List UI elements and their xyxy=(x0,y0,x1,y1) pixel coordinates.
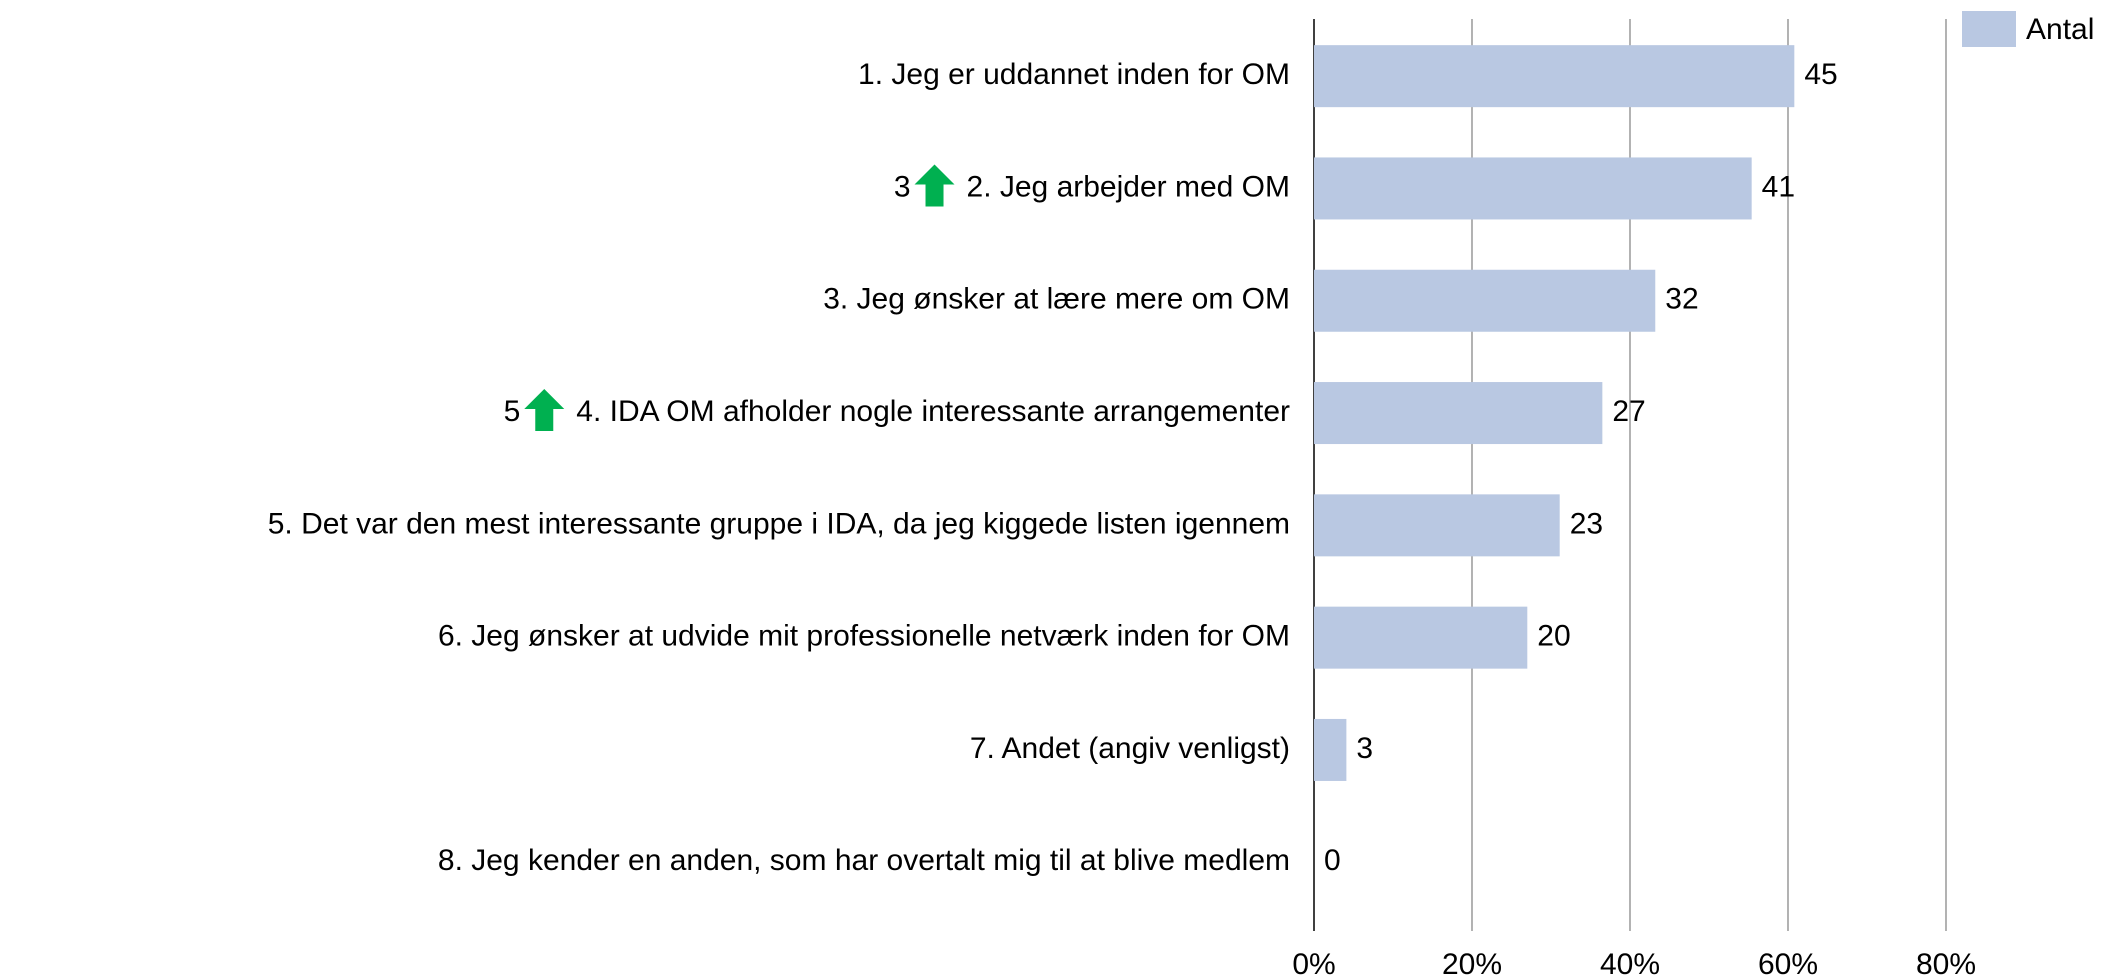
category-label: 3. Jeg ønsker at lære mere om OM xyxy=(823,283,1290,316)
data-label: 32 xyxy=(1665,283,1698,316)
category-label: 8. Jeg kender en anden, som har overtalt… xyxy=(438,844,1290,877)
category-label: 7. Andet (angiv venligst) xyxy=(970,732,1290,765)
data-label: 0 xyxy=(1324,844,1341,877)
x-tick-label: 0% xyxy=(1292,948,1335,979)
bar xyxy=(1314,269,1656,332)
data-label: 23 xyxy=(1570,507,1603,540)
legend-label: Antal xyxy=(2026,13,2094,46)
bar xyxy=(1314,45,1795,108)
legend-swatch xyxy=(1962,11,2016,47)
category-label: 1. Jeg er uddannet inden for OM xyxy=(858,58,1290,91)
category-label: 4. IDA OM afholder nogle interessante ar… xyxy=(576,395,1290,428)
data-label: 41 xyxy=(1762,170,1795,203)
up-arrow xyxy=(524,389,565,432)
data-label: 27 xyxy=(1612,395,1645,428)
x-tick-label: 20% xyxy=(1442,948,1502,979)
rank-change: 3 xyxy=(894,170,911,203)
rank-change: 5 xyxy=(504,395,521,428)
category-label: 2. Jeg arbejder med OM xyxy=(967,170,1290,203)
bar xyxy=(1314,494,1560,557)
up-arrow xyxy=(914,164,955,207)
data-label: 45 xyxy=(1804,58,1837,91)
bar xyxy=(1314,606,1528,669)
x-tick-label: 40% xyxy=(1600,948,1660,979)
bar xyxy=(1314,382,1603,445)
category-label: 5. Det var den mest interessante gruppe … xyxy=(268,507,1290,540)
data-label: 20 xyxy=(1537,620,1570,653)
x-tick-label: 60% xyxy=(1758,948,1818,979)
data-label: 3 xyxy=(1356,732,1373,765)
x-tick-label: 80% xyxy=(1916,948,1976,979)
bar xyxy=(1314,157,1752,220)
bar xyxy=(1314,718,1347,781)
category-label: 6. Jeg ønsker at udvide mit professionel… xyxy=(438,620,1290,653)
